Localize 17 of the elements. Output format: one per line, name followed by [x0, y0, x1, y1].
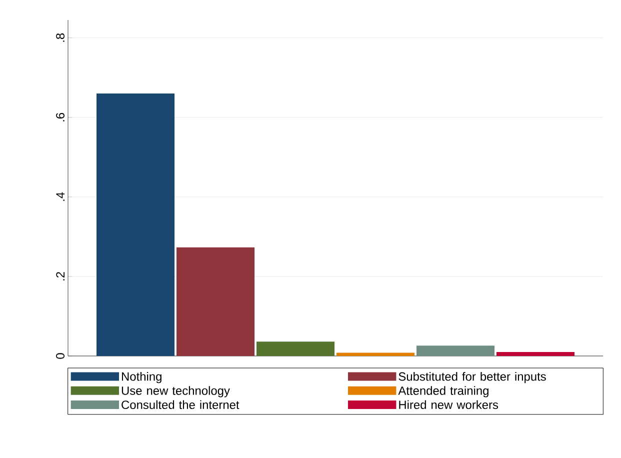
y-tick-label: .2	[56, 272, 64, 280]
legend-label: Nothing	[122, 372, 162, 384]
bar	[416, 346, 494, 356]
legend-label: Hired new workers	[399, 400, 498, 410]
bar	[176, 247, 255, 356]
y-tick-label: 0	[56, 353, 64, 359]
y-tick-label: .6	[56, 112, 64, 122]
legend-label: Use new technology	[122, 386, 230, 398]
bar	[336, 352, 415, 356]
bar	[96, 94, 175, 356]
y-tick-label: .4	[56, 192, 64, 201]
bar	[256, 342, 335, 356]
y-tick-label: .8	[56, 33, 64, 42]
legend-label: Consulted the internet	[122, 400, 240, 410]
legend-label: Attended training	[398, 386, 488, 398]
bar	[496, 352, 574, 356]
legend-label: Substituted for better inputs	[398, 372, 546, 384]
